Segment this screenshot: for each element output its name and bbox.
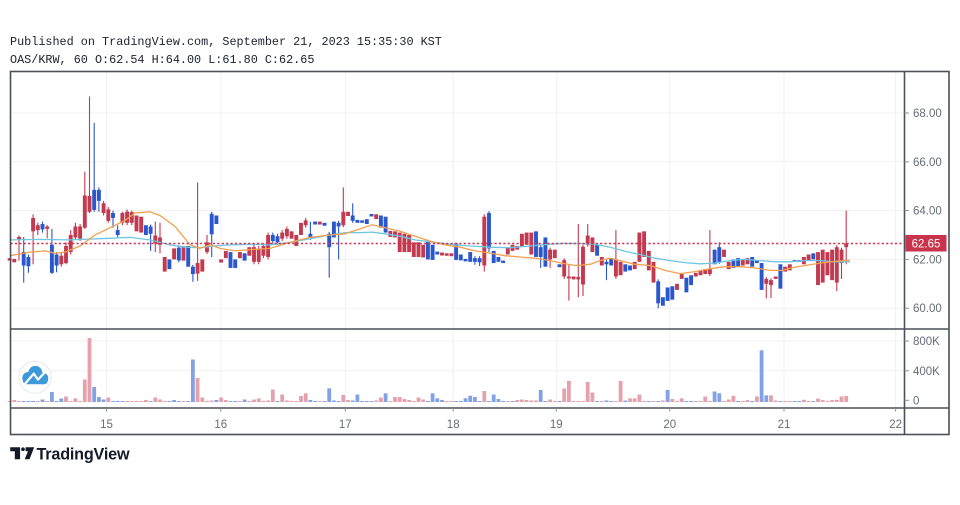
svg-text:62.65: 62.65: [912, 238, 941, 250]
svg-text:62.00: 62.00: [913, 254, 942, 266]
svg-text:400K: 400K: [913, 366, 940, 378]
svg-text:18: 18: [447, 419, 460, 431]
svg-text:60.00: 60.00: [913, 303, 942, 315]
svg-text:21: 21: [778, 419, 791, 431]
svg-text:16: 16: [214, 419, 227, 431]
svg-text:20: 20: [663, 419, 676, 431]
svg-text:TradingView: TradingView: [37, 446, 130, 464]
svg-text:0: 0: [913, 395, 919, 407]
svg-text:17: 17: [339, 419, 352, 431]
svg-text:800K: 800K: [913, 336, 940, 348]
svg-text:64.00: 64.00: [913, 206, 942, 218]
svg-text:68.00: 68.00: [913, 108, 942, 120]
svg-text:22: 22: [889, 419, 902, 431]
svg-text:66.00: 66.00: [913, 157, 942, 169]
svg-text:15: 15: [100, 419, 113, 431]
svg-text:19: 19: [550, 419, 563, 431]
